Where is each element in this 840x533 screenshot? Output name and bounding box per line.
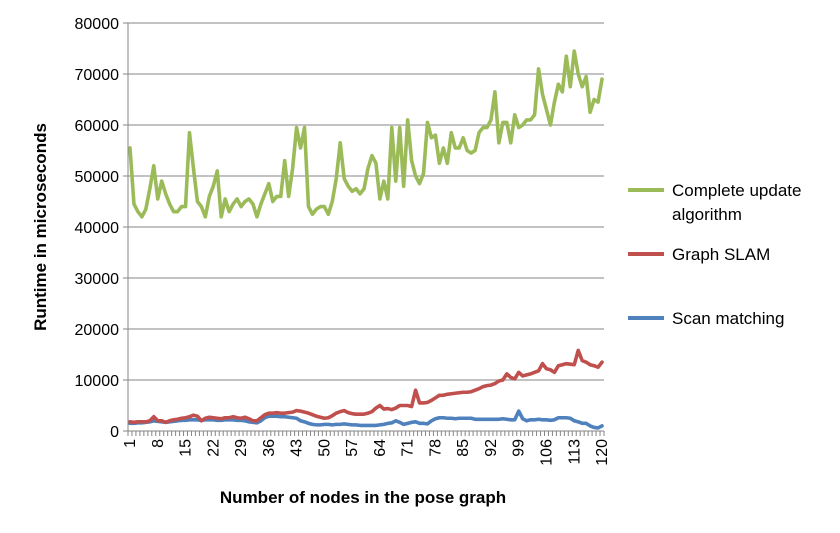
series-line-2 — [128, 348, 604, 425]
x-tick-label: 50 — [316, 439, 333, 457]
x-tick-label: 22 — [205, 439, 222, 457]
legend: Complete update algorithm Graph SLAM Scan m… — [628, 181, 801, 328]
x-tick-label: 8 — [150, 439, 167, 448]
legend-label: Scan matching — [672, 309, 784, 328]
x-tick-label: 78 — [427, 439, 444, 457]
x-axis-title: Number of nodes in the pose graph — [220, 488, 506, 507]
x-tick-label: 99 — [511, 439, 528, 457]
y-tick-label: 80000 — [75, 16, 120, 33]
y-tick-label: 30000 — [75, 271, 120, 288]
x-tick-label: 120 — [594, 439, 611, 466]
x-axis-tick-labels: 1 8 15 22 29 36 43 50 57 64 71 78 85 92 99 106 113 120 — [122, 439, 611, 466]
x-tick-label: 43 — [289, 439, 306, 457]
x-tick-label: 1 — [122, 439, 139, 448]
y-tick-label: 50000 — [75, 169, 120, 186]
y-tick-label: 20000 — [75, 322, 120, 339]
x-tick-label: 29 — [233, 439, 250, 457]
legend-label: Graph SLAM — [672, 245, 770, 264]
series-line-3 — [128, 409, 604, 430]
x-tick-label: 92 — [483, 439, 500, 457]
x-tick-label: 64 — [372, 439, 389, 457]
legend-label: Complete update — [672, 181, 801, 200]
y-tick-label: 40000 — [75, 220, 120, 237]
y-tick-label: 0 — [110, 424, 119, 441]
x-tick-label: 85 — [455, 439, 472, 457]
y-tick-label: 70000 — [75, 67, 120, 84]
x-tick-label: 113 — [566, 439, 583, 465]
legend-label: algorithm — [672, 205, 742, 224]
x-tick-label: 106 — [538, 439, 555, 466]
y-axis-title: Runtime in microseconds — [31, 123, 50, 331]
series-line-1 — [128, 49, 604, 219]
x-tick-label: 57 — [344, 439, 361, 457]
x-tick-label: 15 — [178, 439, 195, 457]
series-layer — [128, 49, 604, 430]
x-tick-label: 36 — [261, 439, 278, 457]
y-tick-label: 60000 — [75, 118, 120, 135]
axes — [123, 22, 605, 436]
y-tick-label: 10000 — [75, 373, 120, 390]
x-tick-label: 71 — [400, 439, 417, 457]
y-axis-tick-labels: 0 10000 20000 30000 40000 50000 60000 70000 8000… — [75, 16, 120, 441]
